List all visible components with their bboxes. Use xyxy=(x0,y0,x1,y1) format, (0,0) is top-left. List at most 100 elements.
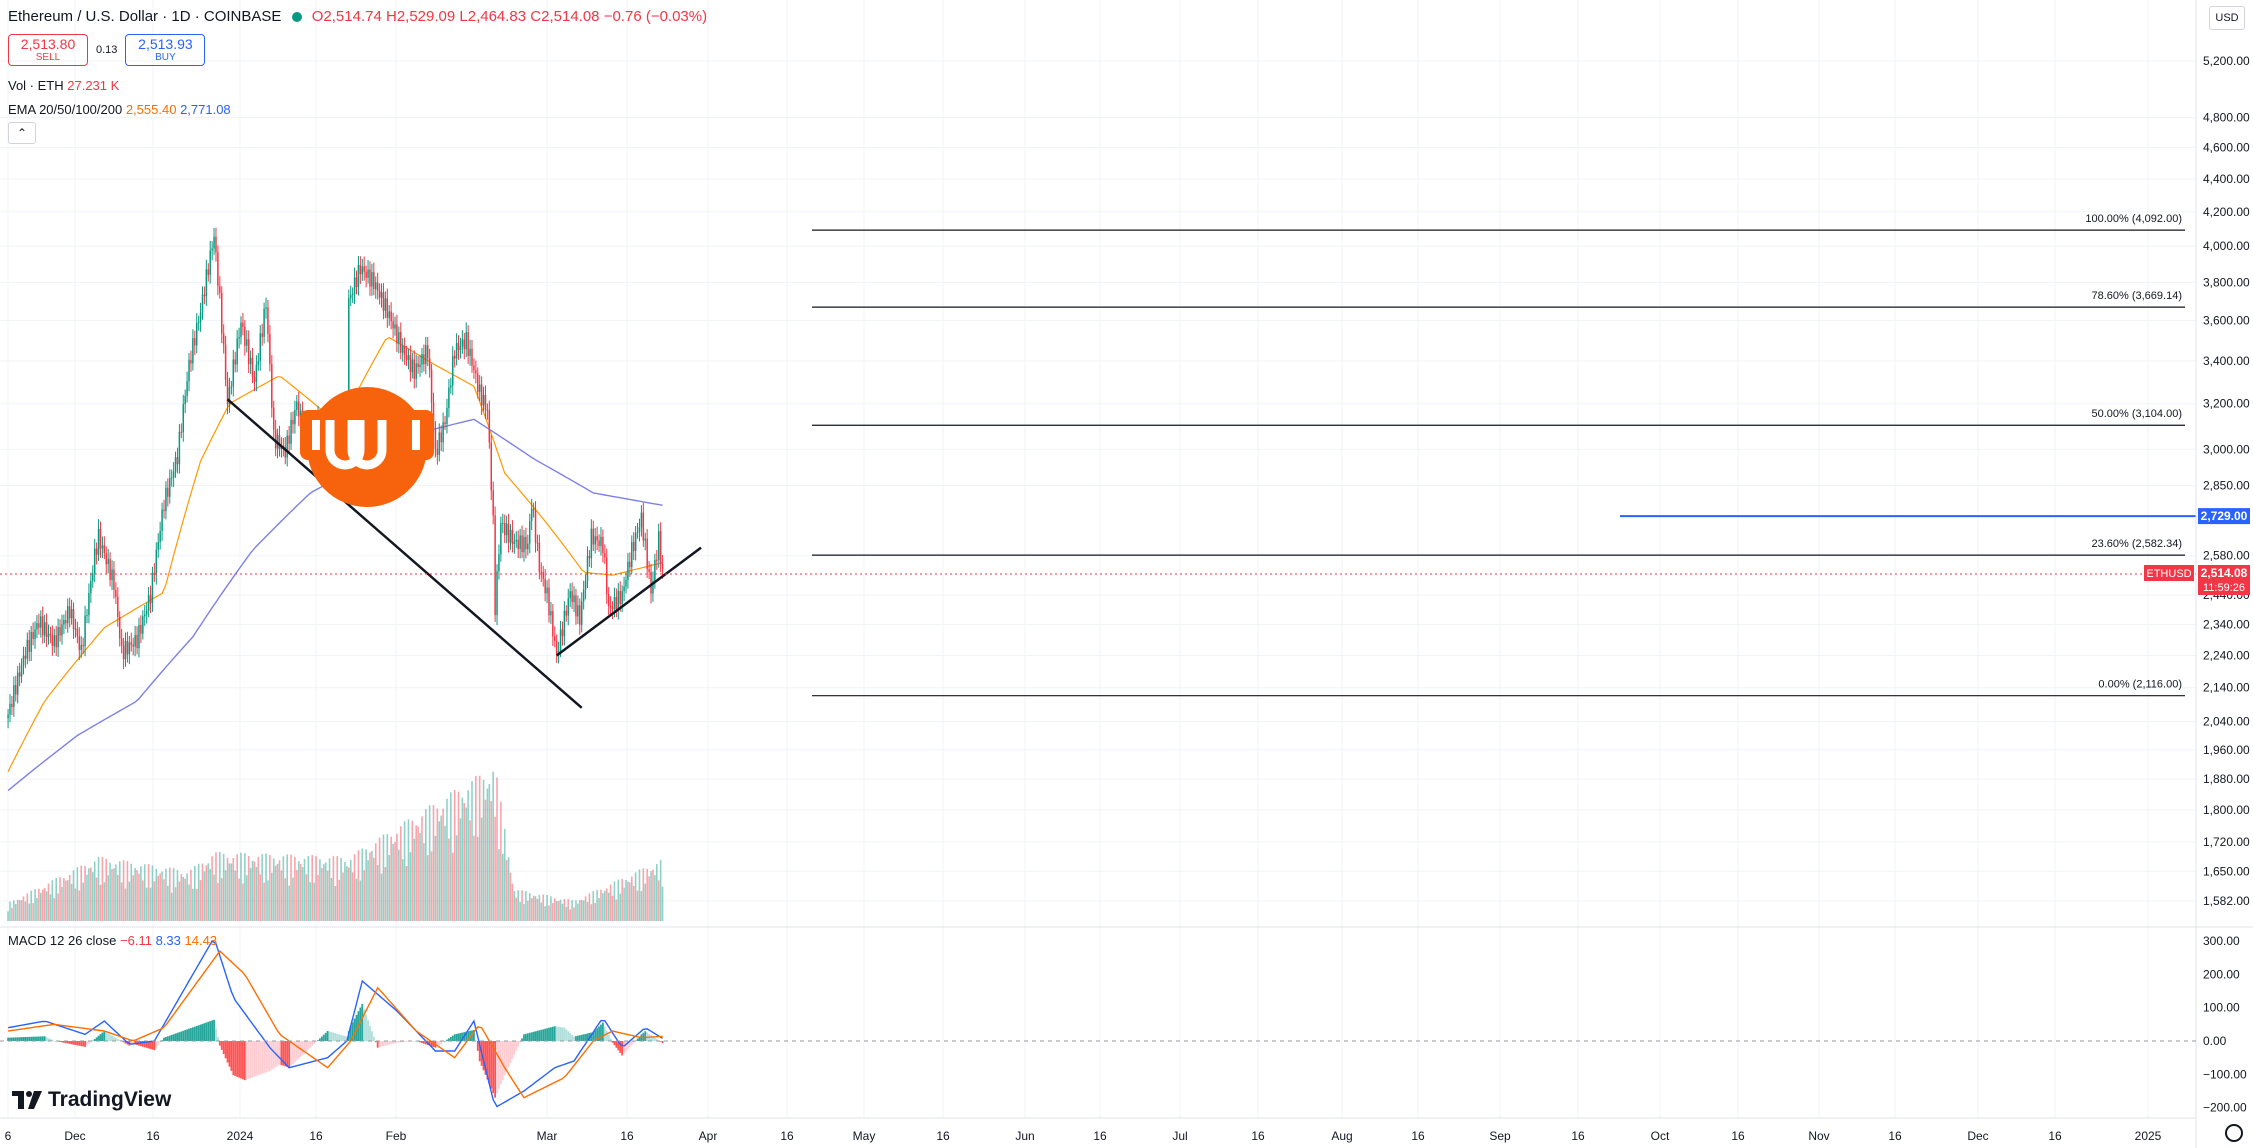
candle-body xyxy=(101,545,104,549)
volume-bar xyxy=(124,888,127,921)
macd-histogram-bar xyxy=(193,1026,196,1041)
macd-histogram-bar xyxy=(190,1028,192,1041)
candle-body xyxy=(16,672,19,695)
macd-histogram-bar xyxy=(309,1041,312,1048)
candle-body xyxy=(455,342,458,359)
macd-histogram-bar xyxy=(469,1030,471,1041)
volume-bar xyxy=(538,894,541,921)
fibonacci-retracement[interactable]: 100.00% (4,092.00) 78.60% (3,669.14) 50.00… xyxy=(812,213,2185,697)
macd-histogram-bar xyxy=(72,1041,75,1045)
macd-histogram-bar xyxy=(465,1031,468,1041)
volume-bar xyxy=(288,885,290,921)
candle-body xyxy=(627,561,629,580)
volume-bar xyxy=(442,808,444,921)
grid-lines xyxy=(0,0,2196,1118)
macd-histogram-bar xyxy=(89,1041,92,1043)
price-tick-label: 5,200.00 xyxy=(2203,54,2250,68)
volume-bar xyxy=(399,826,402,921)
candle-body xyxy=(490,442,492,491)
volume-bar xyxy=(405,866,408,921)
logo-bar-right xyxy=(412,420,420,450)
macd-histogram-bar xyxy=(627,1041,629,1050)
macd-histogram-bar xyxy=(661,1041,664,1043)
candle-body xyxy=(259,333,261,362)
volume-bar xyxy=(482,779,485,921)
volume-bar xyxy=(107,875,109,921)
trendlines[interactable] xyxy=(0,398,2196,709)
time-tick-label: Jul xyxy=(1172,1129,1187,1143)
macd-histogram-bar xyxy=(613,1041,616,1046)
candle-body xyxy=(602,536,604,554)
macd-histogram-bar xyxy=(449,1037,452,1041)
candle-body xyxy=(465,332,467,350)
volume-bar xyxy=(625,879,627,921)
candle-body xyxy=(607,594,610,607)
volume-bar xyxy=(607,892,610,921)
candle-body xyxy=(7,714,9,719)
volume-bar xyxy=(307,856,310,921)
symbol-title[interactable]: Ethereum / U.S. Dollar · 1D · COINBASE xyxy=(8,8,282,25)
price-tick-label: 4,600.00 xyxy=(2203,141,2250,155)
macd-histogram-bar xyxy=(76,1041,79,1046)
macd-histogram-bar xyxy=(596,1028,599,1041)
gear-icon[interactable] xyxy=(2225,1124,2243,1142)
volume-bar xyxy=(469,820,471,921)
price-tick-label: 2,040.00 xyxy=(2203,715,2250,729)
buy-button[interactable]: 2,513.93 BUY xyxy=(125,34,206,66)
volume-bar xyxy=(656,864,658,921)
volume-bar xyxy=(455,835,458,921)
macd-legend[interactable]: MACD 12 26 close −6.11 8.33 14.43 xyxy=(8,933,217,948)
macd-histogram-bar xyxy=(630,1041,633,1045)
macd-histogram-bar xyxy=(371,1031,373,1041)
macd-histogram-bar xyxy=(166,1036,169,1041)
volume-legend[interactable]: Vol · ETH 27.231 K xyxy=(8,78,119,93)
candle-body xyxy=(463,339,466,350)
macd-histogram-bar xyxy=(74,1041,77,1046)
candle-body xyxy=(540,571,543,573)
currency-selector[interactable]: USD xyxy=(2209,6,2245,30)
candle-body xyxy=(419,364,421,367)
collapse-legend-button[interactable]: ⌃ xyxy=(8,122,36,144)
volume-bar xyxy=(340,858,342,921)
macd-histogram-bar xyxy=(332,1032,335,1041)
ema-legend[interactable]: EMA 20/50/100/200 2,555.40 2,771.08 xyxy=(8,102,231,117)
candle-body xyxy=(355,277,358,288)
volume-bar xyxy=(659,860,662,921)
volume-bar xyxy=(428,805,431,921)
macd-histogram-bar xyxy=(384,1041,387,1046)
candle-body xyxy=(132,644,134,647)
candle-body xyxy=(163,509,165,512)
macd-histogram-bar xyxy=(563,1027,566,1041)
volume-bar xyxy=(571,899,573,921)
candle-body xyxy=(222,333,225,345)
candle-body xyxy=(284,446,287,458)
candle-body xyxy=(238,337,240,339)
price-tick-label: 3,400.00 xyxy=(2203,354,2250,368)
macd-histogram-bar xyxy=(86,1041,88,1046)
volume-bar xyxy=(321,867,323,921)
macd-histogram-bar xyxy=(268,1041,271,1071)
candle-body xyxy=(579,605,581,625)
macd-histogram-bar xyxy=(140,1041,142,1047)
candle-body xyxy=(170,477,173,479)
volume-bar xyxy=(109,862,111,921)
volume-bar xyxy=(38,888,40,921)
volume-bar xyxy=(234,870,237,921)
macd-histogram-bar xyxy=(230,1041,233,1071)
candle-body xyxy=(95,548,98,555)
volume-bar xyxy=(26,893,29,921)
macd-histogram-bar xyxy=(517,1041,520,1047)
candle-body xyxy=(182,404,184,433)
macd-histogram-bar xyxy=(351,1022,354,1041)
macd-histogram-bar xyxy=(240,1041,242,1079)
price-tick-label: 1,800.00 xyxy=(2203,803,2250,817)
tradingview-logo[interactable]: TradingView xyxy=(12,1088,171,1112)
candle-body xyxy=(573,595,575,603)
time-tick-label: Apr xyxy=(699,1129,718,1143)
volume-bar xyxy=(423,843,425,921)
volume-bar xyxy=(403,821,406,921)
sell-button[interactable]: 2,513.80 SELL xyxy=(8,34,88,66)
macd-histogram-bar xyxy=(397,1041,400,1043)
candle-body xyxy=(559,629,562,652)
